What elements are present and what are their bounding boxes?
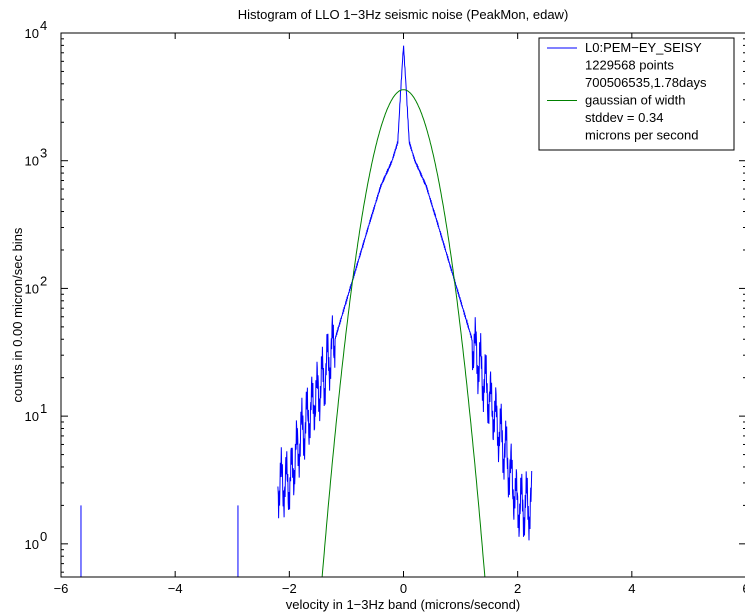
gaussian-legend-text: gaussian of width [585,93,685,108]
y-tick-label-exponent: 2 [40,273,47,288]
x-tick-label: 0 [400,581,407,596]
histogram-legend-text: L0:PEM−EY_SEISY [585,40,702,55]
histogram-legend-text: 1229568 points [585,58,674,73]
histogram-series-line [277,45,533,541]
x-tick-label: −6 [54,581,69,596]
y-tick-label-exponent: 3 [40,146,47,161]
gaussian-series-line [321,89,486,577]
y-tick-label: 10 [25,154,39,169]
y-tick-label-exponent: 4 [40,18,47,33]
gaussian-legend-text: microns per second [585,128,698,143]
y-axis-label: counts in 0.00 micron/sec bins [10,227,25,402]
y-tick-label: 10 [25,26,39,41]
axes: −6−4−20246100101102103104 [25,18,745,596]
legend: L0:PEM−EY_SEISY 1229568 points 700506535,1… [538,37,735,151]
y-tick-label: 10 [25,537,39,552]
y-tick-label: 10 [25,281,39,296]
gaussian-legend-text: stddev = 0.34 [585,110,663,125]
y-tick-label: 10 [25,409,39,424]
x-tick-label: 4 [628,581,635,596]
chart-title: Histogram of LLO 1−3Hz seismic noise (Pe… [238,7,569,22]
x-tick-label: −2 [282,581,297,596]
y-tick-label-exponent: 0 [40,529,47,544]
x-axis-label: velocity in 1−3Hz band (microns/second) [286,597,520,612]
x-tick-label: −4 [168,581,183,596]
y-tick-label-exponent: 1 [40,401,47,416]
x-tick-label: 2 [514,581,521,596]
histogram-legend-text: 700506535,1.78days [585,75,707,90]
x-tick-label: 6 [742,581,745,596]
plot-area [80,45,533,577]
legend-box [538,37,735,151]
